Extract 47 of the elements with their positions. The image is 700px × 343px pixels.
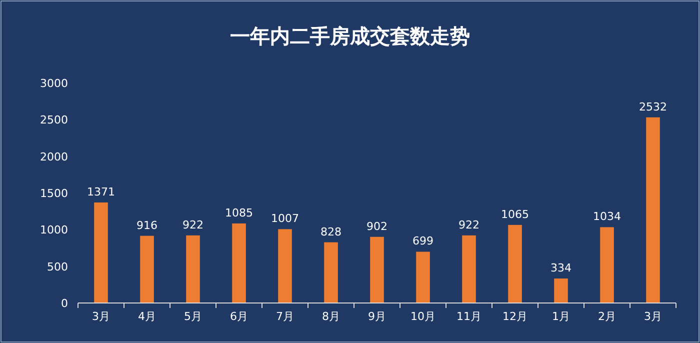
- data-label: 922: [182, 218, 204, 232]
- data-label: 334: [550, 262, 572, 275]
- y-tick-label: 1000: [40, 224, 68, 237]
- x-tick-label: 8月: [322, 310, 340, 323]
- y-tick-label: 2000: [40, 150, 68, 164]
- y-tick-label: 1500: [40, 187, 68, 200]
- bar: [646, 117, 660, 303]
- y-tick-label: 0: [61, 297, 68, 310]
- x-tick-label: 9月: [368, 310, 386, 323]
- bar: [140, 236, 154, 303]
- x-tick-label: 1月: [552, 310, 570, 323]
- bar: [370, 236, 384, 303]
- bar: [416, 252, 430, 303]
- bar: [94, 202, 108, 303]
- bar: [554, 278, 568, 303]
- y-tick-label: 3000: [40, 77, 68, 90]
- bar: [600, 227, 614, 303]
- chart-title: 一年内二手房成交套数走势: [230, 24, 470, 48]
- x-tick-label: 5月: [184, 310, 202, 323]
- data-label: 828: [320, 225, 342, 238]
- x-tick-label: 4月: [138, 310, 156, 323]
- data-label: 1371: [87, 185, 115, 198]
- x-tick-label: 3月: [92, 310, 110, 323]
- y-tick-label: 500: [47, 260, 68, 274]
- bar: [462, 235, 476, 303]
- data-label: 902: [366, 220, 388, 233]
- bar: [508, 224, 522, 303]
- data-label: 916: [136, 218, 158, 232]
- x-tick-label: 11月: [456, 310, 482, 323]
- x-tick-label: 3月: [644, 310, 662, 323]
- data-label: 699: [412, 234, 434, 248]
- x-tick-label: 7月: [276, 310, 294, 323]
- data-label: 1007: [271, 212, 299, 226]
- data-label: 1065: [501, 208, 529, 221]
- x-tick-label: 6月: [230, 310, 248, 323]
- bar: [278, 229, 292, 303]
- x-tick-label: 10月: [410, 310, 436, 323]
- x-tick-label: 12月: [502, 310, 528, 323]
- x-tick-label: 2月: [598, 310, 616, 323]
- bar: [324, 242, 338, 303]
- data-label: 1034: [593, 210, 621, 224]
- bar: [232, 223, 246, 303]
- bar: [186, 235, 200, 303]
- data-label: 922: [458, 218, 480, 232]
- y-tick-label: 2500: [40, 114, 68, 127]
- data-label: 2532: [639, 100, 667, 114]
- data-label: 1085: [225, 206, 253, 220]
